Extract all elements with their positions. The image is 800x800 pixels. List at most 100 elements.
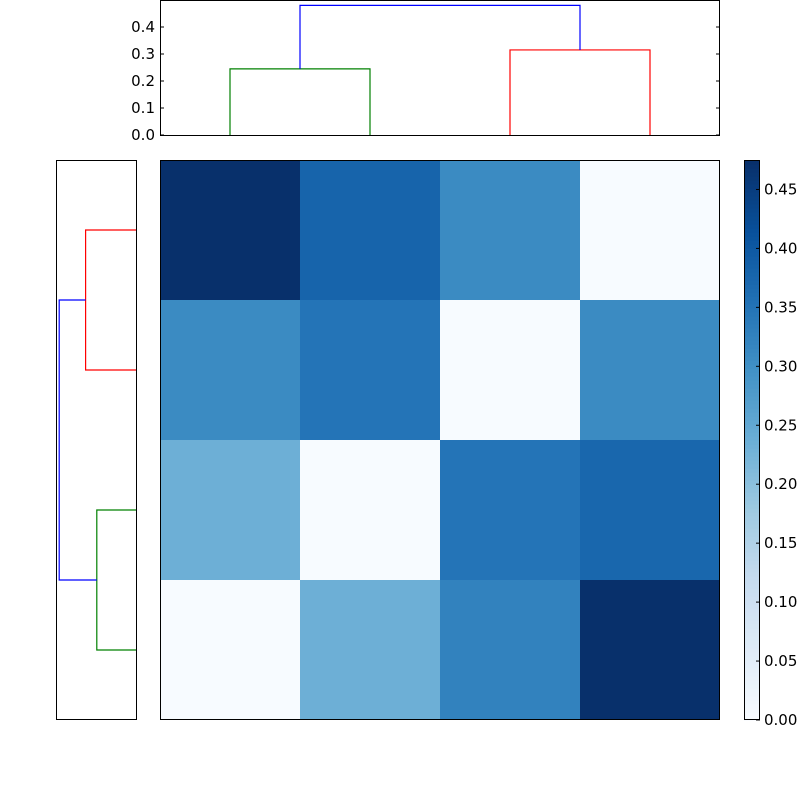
colorbar-segment — [744, 600, 760, 605]
top-dendrogram-frame — [160, 0, 720, 136]
top-dendrogram-yticks: 0.0 0.1 0.2 0.3 0.4 — [131, 18, 720, 144]
colorbar-segment — [744, 384, 760, 389]
heatmap-cell — [300, 160, 440, 300]
colorbar-segment — [744, 492, 760, 497]
colorbar-segment — [744, 564, 760, 569]
colorbar-segment — [744, 380, 760, 385]
colorbar-segment — [744, 472, 760, 477]
colorbar-segment — [744, 356, 760, 361]
colorbar-segment — [744, 548, 760, 553]
colorbar-segment — [744, 588, 760, 593]
colorbar-segment — [744, 604, 760, 609]
colorbar-segment — [744, 648, 760, 653]
heatmap-cell — [580, 580, 720, 720]
colorbar-segment — [744, 464, 760, 469]
colorbar-segment — [744, 192, 760, 197]
colorbar-frame — [744, 160, 760, 720]
heatmap-frame — [160, 160, 720, 720]
colorbar-segment — [744, 332, 760, 337]
colorbar-segment — [744, 436, 760, 441]
top-dendrogram-link-green — [229, 68, 371, 135]
colorbar-segment — [744, 540, 760, 545]
top-ytick-label: 0.3 — [131, 45, 155, 63]
colorbar-segment — [744, 652, 760, 657]
colorbar-segment — [744, 624, 760, 629]
colorbar-segment — [744, 292, 760, 297]
heatmap-cell — [160, 580, 300, 720]
colorbar-segment — [744, 716, 760, 721]
colorbar-segment — [744, 348, 760, 353]
colorbar-segment — [744, 668, 760, 673]
colorbar-segment — [744, 700, 760, 705]
colorbar-segment — [744, 680, 760, 685]
colorbar-segment — [744, 516, 760, 521]
colorbar-segment — [744, 280, 760, 285]
colorbar-segment — [744, 232, 760, 237]
colorbar-segment — [744, 208, 760, 213]
colorbar-segment — [744, 524, 760, 529]
colorbar-segment — [744, 484, 760, 489]
colorbar-segment — [744, 308, 760, 313]
colorbar-segment — [744, 420, 760, 425]
colorbar-segment — [744, 404, 760, 409]
colorbar-segment — [744, 216, 760, 221]
colorbar-segment — [744, 636, 760, 641]
colorbar-segment — [744, 688, 760, 693]
colorbar-segment — [744, 640, 760, 645]
colorbar-segment — [744, 628, 760, 633]
colorbar-segment — [744, 320, 760, 325]
colorbar-segment — [744, 412, 760, 417]
colorbar-segment — [744, 244, 760, 249]
heatmap-cell — [440, 580, 580, 720]
colorbar-segment — [744, 296, 760, 301]
colorbar — [744, 160, 760, 721]
colorbar-segment — [744, 644, 760, 649]
top-ytick-label: 0.0 — [131, 126, 155, 144]
colorbar-segment — [744, 236, 760, 241]
colorbar-segment — [744, 400, 760, 405]
colorbar-segment — [744, 536, 760, 541]
left-dendrogram-link-blue — [58, 299, 97, 581]
colorbar-segment — [744, 288, 760, 293]
colorbar-segment — [744, 264, 760, 269]
colorbar-segment — [744, 672, 760, 677]
colorbar-segment — [744, 712, 760, 717]
colorbar-segment — [744, 176, 760, 181]
colorbar-segment — [744, 708, 760, 713]
colorbar-segment — [744, 520, 760, 525]
colorbar-tick-label: 0.45 — [764, 180, 797, 198]
colorbar-segment — [744, 448, 760, 453]
colorbar-tick-label: 0.25 — [764, 416, 797, 434]
colorbar-segment — [744, 544, 760, 549]
colorbar-segment — [744, 316, 760, 321]
heatmap-cell — [160, 300, 300, 440]
colorbar-segment — [744, 440, 760, 445]
colorbar-segment — [744, 560, 760, 565]
colorbar-segment — [744, 660, 760, 665]
left-dendrogram — [58, 229, 136, 651]
colorbar-segment — [744, 396, 760, 401]
heatmap-cell — [580, 300, 720, 440]
colorbar-segment — [744, 432, 760, 437]
colorbar-segment — [744, 576, 760, 581]
colorbar-segment — [744, 444, 760, 449]
colorbar-segment — [744, 512, 760, 517]
top-ytick-label: 0.4 — [131, 18, 155, 36]
colorbar-segment — [744, 532, 760, 537]
colorbar-tick-label: 0.00 — [764, 711, 797, 729]
heatmap-cell — [440, 440, 580, 580]
colorbar-segment — [744, 300, 760, 305]
heatmap-cell — [300, 300, 440, 440]
left-dendrogram-frame — [56, 160, 137, 720]
left-dendrogram-link-green — [96, 509, 136, 651]
colorbar-segment — [744, 268, 760, 273]
colorbar-segment — [744, 392, 760, 397]
colorbar-segment — [744, 428, 760, 433]
colorbar-segment — [744, 376, 760, 381]
colorbar-segment — [744, 224, 760, 229]
colorbar-segment — [744, 180, 760, 185]
heatmap-cell — [160, 440, 300, 580]
colorbar-segment — [744, 592, 760, 597]
colorbar-segment — [744, 664, 760, 669]
colorbar-segment — [744, 456, 760, 461]
